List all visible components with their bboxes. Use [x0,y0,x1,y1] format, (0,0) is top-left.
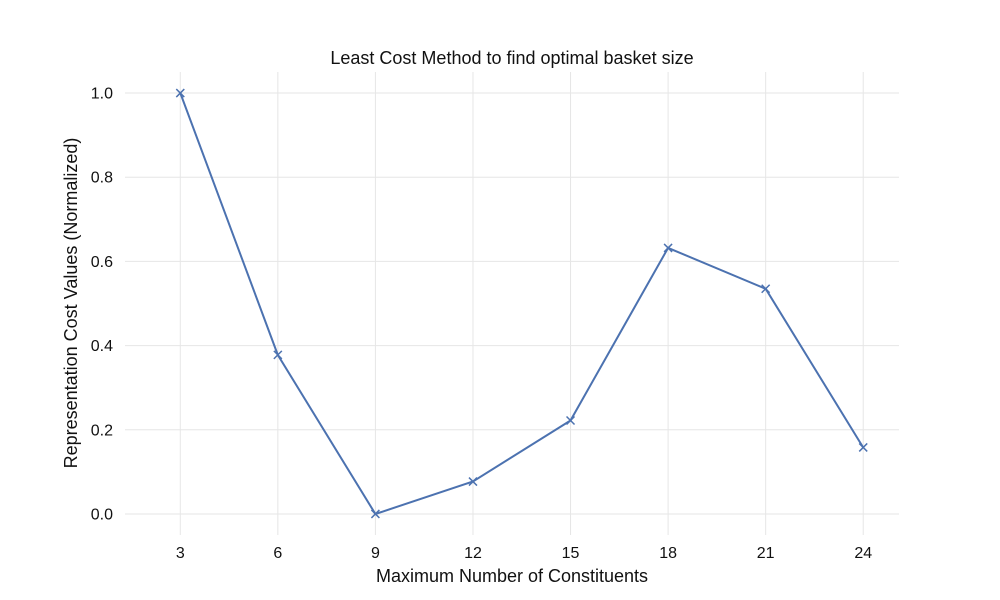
y-axis-label: Representation Cost Values (Normalized) [61,138,81,469]
x-tick-label: 15 [562,545,580,562]
data-point-marker [370,509,380,519]
marker-stroke [566,415,576,426]
y-tick-label: 0.6 [91,254,113,271]
data-point-marker [663,243,673,253]
data-point-marker [858,442,868,452]
series-line [179,92,865,516]
y-tick-label: 0.2 [91,422,113,439]
marker-stroke [273,350,283,360]
x-tick-label: 24 [854,545,872,562]
data-point-marker [566,415,576,426]
data-point-marker [175,88,185,98]
x-tick-labels: 3 6 9 12 15 18 21 24 [176,545,872,562]
y-tick-label: 0.8 [91,170,113,187]
data-point-marker [761,284,771,294]
data-point-marker [468,477,478,487]
x-tick-label: 12 [464,545,482,562]
marker-stroke [468,477,478,487]
marker-stroke [858,442,868,452]
chart-title: Least Cost Method to find optimal basket… [330,48,693,68]
marker-stroke [761,284,771,294]
y-tick-label: 1.0 [91,86,113,103]
x-tick-label: 9 [371,545,380,562]
x-tick-label: 18 [659,545,677,562]
y-tick-label: 0.4 [91,338,113,355]
marker-stroke [175,88,185,98]
y-tick-label: 0.0 [91,506,113,523]
data-point-marker [273,350,283,360]
x-tick-label: 21 [757,545,775,562]
grid-lines [125,72,899,535]
y-tick-labels: 0.0 0.2 0.4 0.6 0.8 1.0 [91,86,113,524]
series-layer [175,88,868,519]
x-tick-label: 3 [176,545,185,562]
marker-stroke [663,243,673,253]
x-tick-label: 6 [273,545,282,562]
x-axis-label: Maximum Number of Constituents [376,566,648,586]
marker-stroke [370,509,380,519]
